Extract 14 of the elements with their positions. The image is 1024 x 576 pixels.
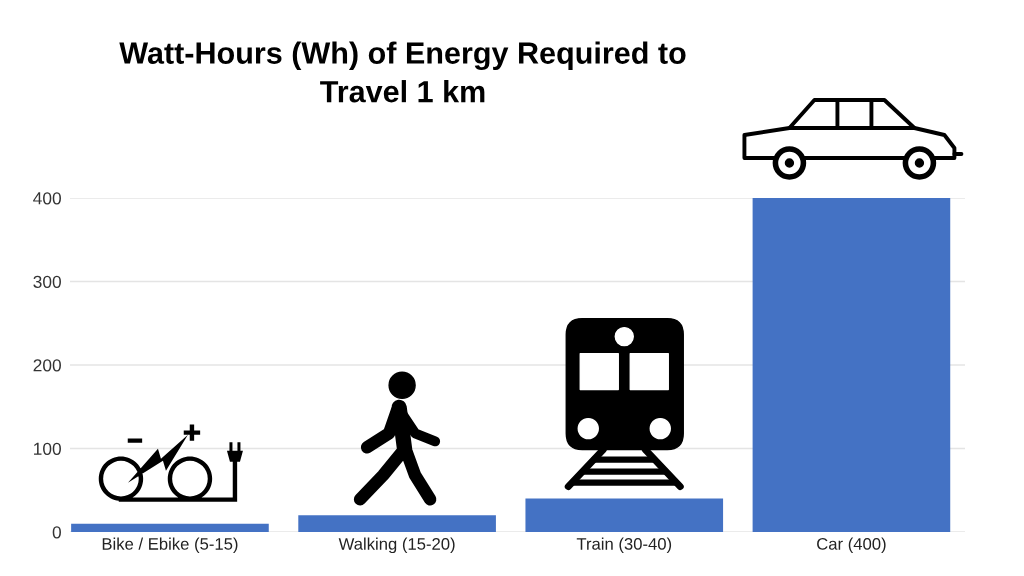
y-tick-label: 200	[33, 359, 61, 372]
bar	[525, 498, 724, 532]
bar	[298, 515, 496, 532]
x-tick-label: Bike / Ebike (5-15)	[102, 537, 238, 554]
x-tick-label: Walking (15-20)	[338, 537, 455, 554]
bar	[752, 198, 951, 532]
y-tick-label: 100	[34, 442, 61, 455]
chart-title: Watt-Hours (Wh) of Energy Required to Travel 1 km	[119, 41, 686, 103]
x-tick-label: Car (400)	[817, 537, 886, 554]
x-tick-label: Train (30-40)	[576, 537, 672, 554]
y-tick-label: 300	[33, 275, 61, 288]
y-tick-label: 0	[52, 526, 61, 539]
bar	[71, 523, 269, 532]
y-tick-label: 400	[33, 192, 61, 205]
